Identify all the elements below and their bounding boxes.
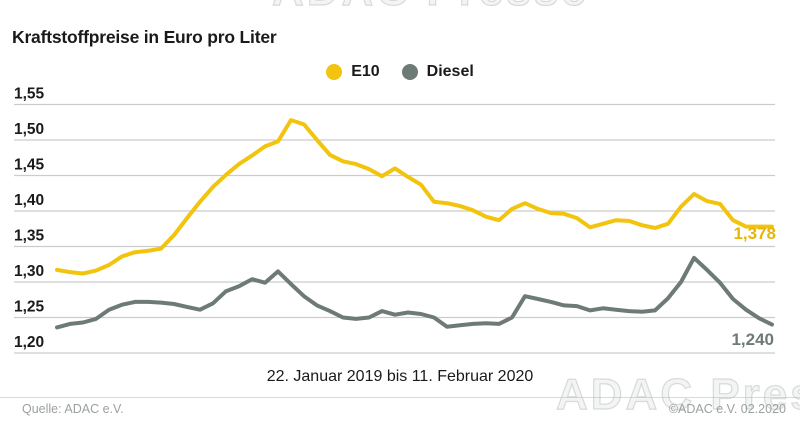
y-tick-label: 1,35 bbox=[14, 228, 45, 245]
e10-price-line bbox=[55, 118, 774, 276]
date-range-label: 22. Januar 2019 bis 11. Februar 2020 bbox=[266, 368, 534, 385]
legend-label-diesel: Diesel bbox=[426, 63, 474, 80]
legend-item-e10: E10 bbox=[326, 63, 380, 81]
legend-item-diesel: Diesel bbox=[401, 63, 474, 81]
diesel-dot-icon bbox=[401, 64, 418, 80]
footer-divider bbox=[0, 397, 800, 398]
y-tick-label: 1,20 bbox=[14, 334, 44, 351]
chart-legend: E10 Diesel bbox=[0, 63, 800, 81]
y-tick-label: 1,50 bbox=[14, 121, 44, 138]
y-tick-label: 1,40 bbox=[14, 192, 44, 209]
y-tick-label: 1,45 bbox=[14, 157, 45, 174]
y-tick-label: 1,30 bbox=[14, 263, 44, 280]
e10-dot-icon bbox=[326, 64, 343, 80]
page-title: Kraftstoffpreise in Euro pro Liter bbox=[12, 27, 277, 47]
legend-label-e10: E10 bbox=[351, 63, 380, 80]
y-tick-label: 1,55 bbox=[14, 86, 45, 103]
copyright-label: ©ADAC e.V. 02.2020 bbox=[668, 402, 786, 416]
diesel-end-value-label: 1,240 bbox=[731, 330, 774, 349]
source-credit: Quelle: ADAC e.V. bbox=[22, 402, 124, 416]
y-tick-label: 1,25 bbox=[14, 299, 45, 316]
e10-end-value-label: 1,378 bbox=[733, 224, 776, 243]
diesel-price-line bbox=[55, 255, 774, 330]
